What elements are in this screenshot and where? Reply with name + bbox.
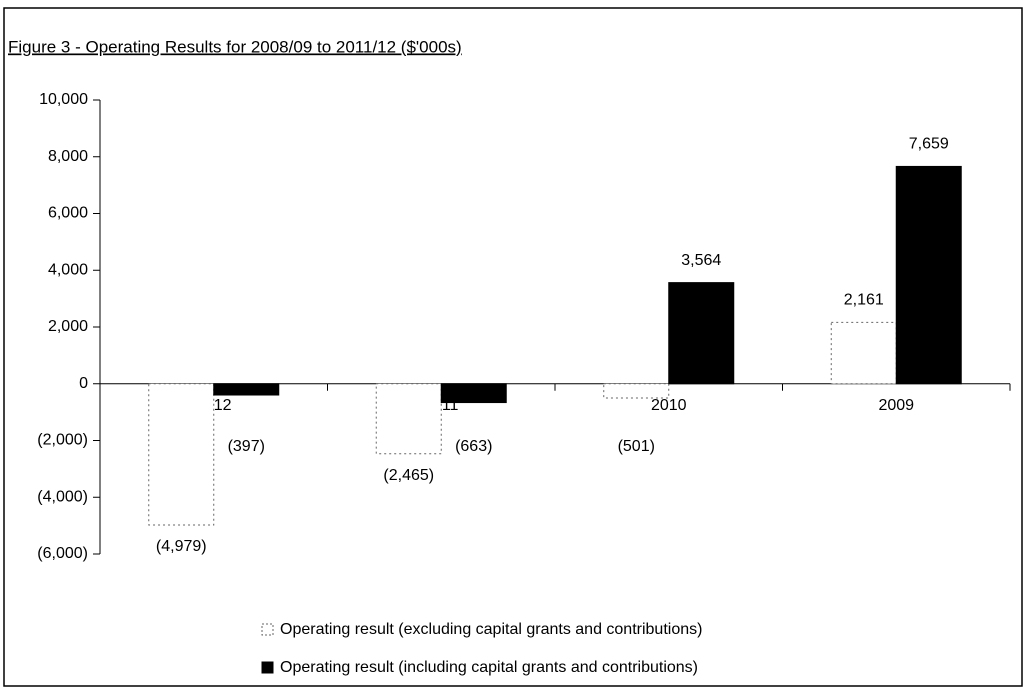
bar bbox=[830, 321, 897, 385]
bar bbox=[895, 165, 962, 385]
x-tick-label: 2010 bbox=[651, 397, 687, 414]
bar bbox=[668, 282, 735, 385]
x-tick-label: 2009 bbox=[878, 397, 914, 414]
legend-marker bbox=[261, 661, 274, 674]
y-tick-label: 2,000 bbox=[48, 318, 88, 335]
bar bbox=[440, 383, 507, 404]
value-label: (501) bbox=[618, 438, 655, 455]
bar bbox=[603, 383, 670, 399]
bar bbox=[148, 383, 215, 526]
value-label: (663) bbox=[455, 438, 492, 455]
y-tick-label: 10,000 bbox=[39, 91, 88, 108]
value-label: 3,564 bbox=[681, 252, 721, 269]
value-label: (4,979) bbox=[156, 538, 207, 555]
value-label: (397) bbox=[228, 438, 265, 455]
y-tick-label: (6,000) bbox=[37, 545, 88, 562]
y-tick-label: (4,000) bbox=[37, 488, 88, 505]
chart-border bbox=[3, 7, 1023, 687]
bar bbox=[213, 383, 280, 396]
legend-marker bbox=[261, 623, 274, 636]
y-tick-label: (2,000) bbox=[37, 432, 88, 449]
value-label: 7,659 bbox=[909, 136, 949, 153]
y-tick-label: 0 bbox=[79, 375, 88, 392]
bar bbox=[375, 383, 442, 455]
y-tick-label: 4,000 bbox=[48, 261, 88, 278]
legend-label: Operating result (excluding capital gran… bbox=[280, 621, 702, 638]
chart-title: Figure 3 - Operating Results for 2008/09… bbox=[8, 37, 462, 56]
legend-label: Operating result (including capital gran… bbox=[280, 659, 698, 676]
value-label: 2,161 bbox=[844, 292, 884, 309]
value-label: (2,465) bbox=[383, 467, 434, 484]
y-tick-label: 8,000 bbox=[48, 148, 88, 165]
y-tick-label: 6,000 bbox=[48, 205, 88, 222]
